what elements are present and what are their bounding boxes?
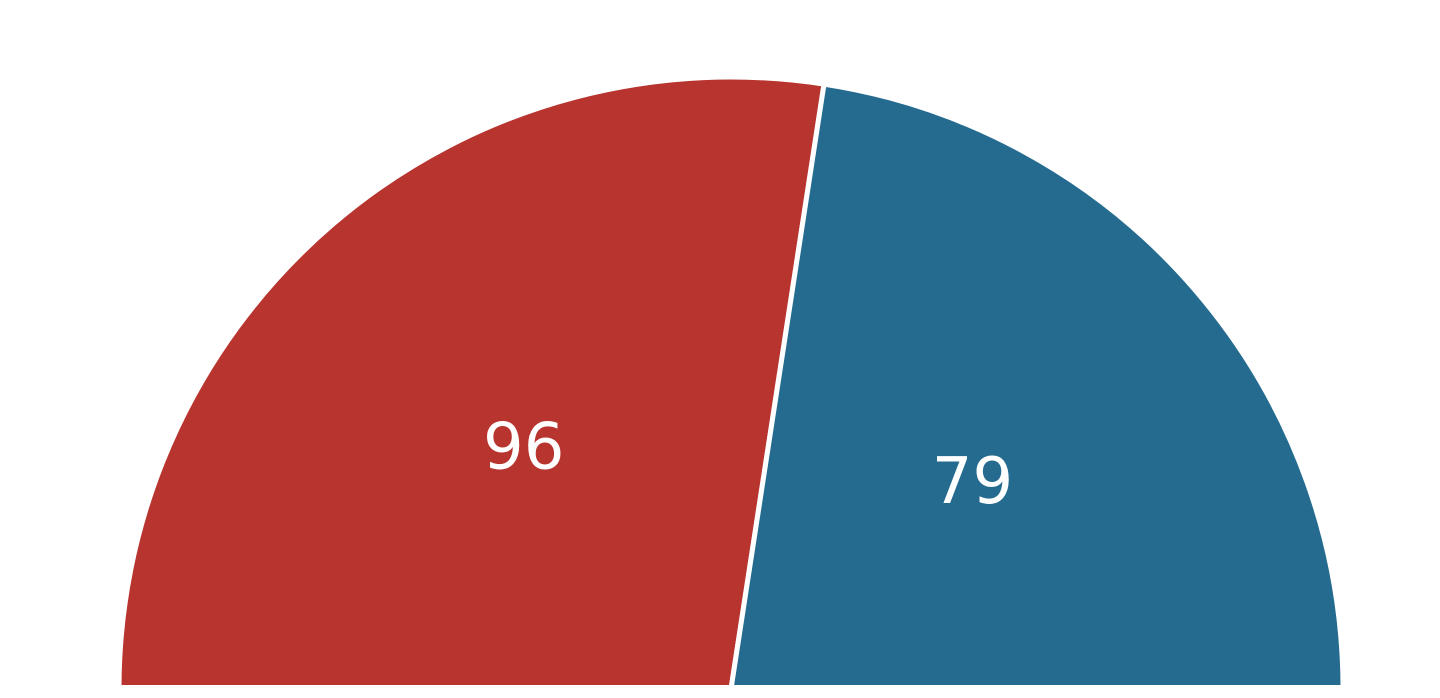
pie-slice-0 [116, 74, 827, 685]
pie-slice-1 [729, 81, 1346, 685]
slice-label-0: 96 [483, 410, 564, 484]
slice-label-1: 79 [932, 445, 1013, 519]
